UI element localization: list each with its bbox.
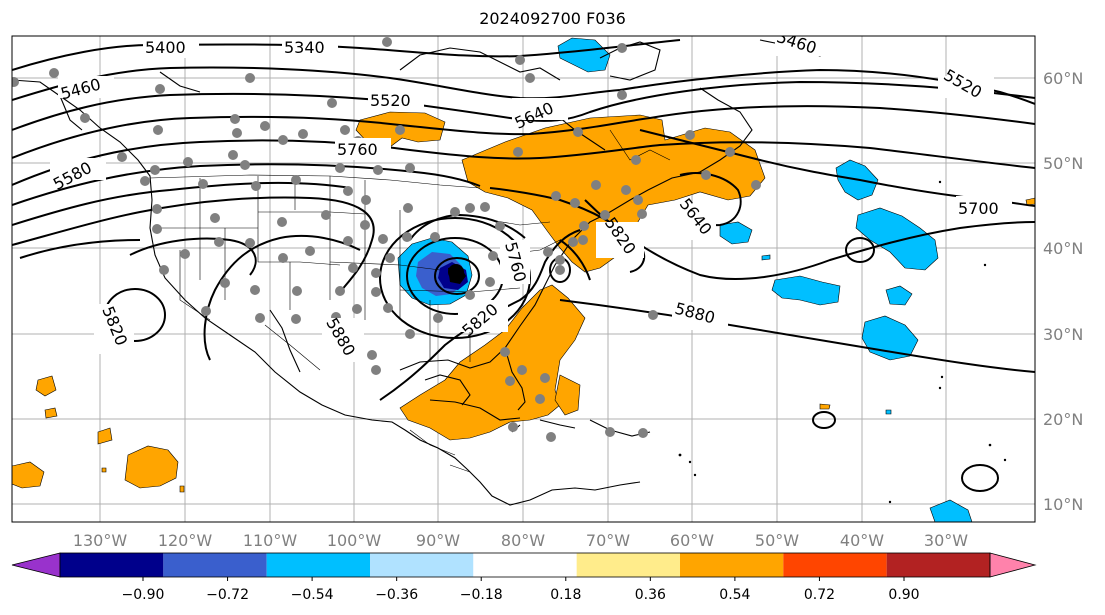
- colorbar-tick-label: −0.72: [206, 587, 249, 603]
- latitude-label: 30°N: [1043, 325, 1083, 344]
- colorbar-bin: [163, 553, 267, 577]
- map-frame: [11, 35, 1036, 523]
- colorbar-bin: [783, 553, 887, 577]
- latitude-label: 10°N: [1043, 495, 1083, 514]
- colorbar: [11, 552, 1037, 578]
- longitude-label: 100°W: [327, 531, 382, 550]
- colorbar-tick-label: 0.18: [550, 587, 581, 603]
- latitude-label: 50°N: [1043, 154, 1083, 173]
- colorbar-tick-label: −0.90: [122, 587, 165, 603]
- latitude-label: 20°N: [1043, 410, 1083, 429]
- latitude-label: 60°N: [1043, 69, 1083, 88]
- colorbar-min-extension: [11, 552, 61, 578]
- contour-label: 5400: [145, 38, 186, 57]
- contour-label: 5700: [958, 199, 999, 218]
- colorbar-tick-label: −0.18: [460, 587, 503, 603]
- colorbar-bin: [473, 553, 577, 577]
- latitude-tick-labels: 60°N 50°N 40°N 30°N 20°N 10°N: [1043, 69, 1083, 514]
- colorbar-tick-label: −0.54: [291, 587, 334, 603]
- colorbar-tick-label: 0.36: [635, 587, 666, 603]
- colorbar-tick-label: −0.36: [375, 587, 418, 603]
- map-title: 2024092700 F036: [479, 9, 626, 28]
- longitude-tick-labels: 130°W 120°W 110°W 100°W 90°W 80°W 70°W 60°W 50°W…: [73, 531, 968, 550]
- low-center: [448, 264, 464, 280]
- station-markers: [12, 37, 761, 442]
- colorbar-tick-label: 0.90: [888, 587, 919, 603]
- colorbar-bin: [680, 553, 784, 577]
- small-islands: [678, 180, 1007, 504]
- colorbar-tick-label: 0.54: [719, 587, 750, 603]
- longitude-label: 120°W: [158, 531, 213, 550]
- longitude-label: 50°W: [755, 531, 799, 550]
- longitude-label: 130°W: [73, 531, 128, 550]
- longitude-label: 70°W: [586, 531, 630, 550]
- colorbar-tick-labels: −0.90 −0.72 −0.54 −0.36 −0.18 0.18 0.36 0.54 0.7…: [122, 577, 920, 603]
- longitude-label: 60°W: [670, 531, 714, 550]
- latitude-label: 40°N: [1043, 239, 1083, 258]
- colorbar-bin: [576, 553, 680, 577]
- contour-label: 5520: [370, 91, 411, 110]
- longitude-label: 90°W: [416, 531, 460, 550]
- contour-label: 5340: [284, 38, 325, 57]
- colorbar-bin: [60, 553, 164, 577]
- longitude-label: 30°W: [924, 531, 968, 550]
- colorbar-bin: [886, 553, 990, 577]
- colorbar-max-extension: [989, 552, 1037, 578]
- colorbar-bin: [266, 553, 370, 577]
- colorbar-bin: [370, 553, 474, 577]
- longitude-label: 40°W: [840, 531, 884, 550]
- colorbar-outline: [59, 552, 991, 578]
- longitude-label: 80°W: [501, 531, 545, 550]
- contour-label: 5760: [337, 140, 378, 159]
- longitude-label: 110°W: [243, 531, 298, 550]
- colorbar-tick-label: 0.72: [804, 587, 835, 603]
